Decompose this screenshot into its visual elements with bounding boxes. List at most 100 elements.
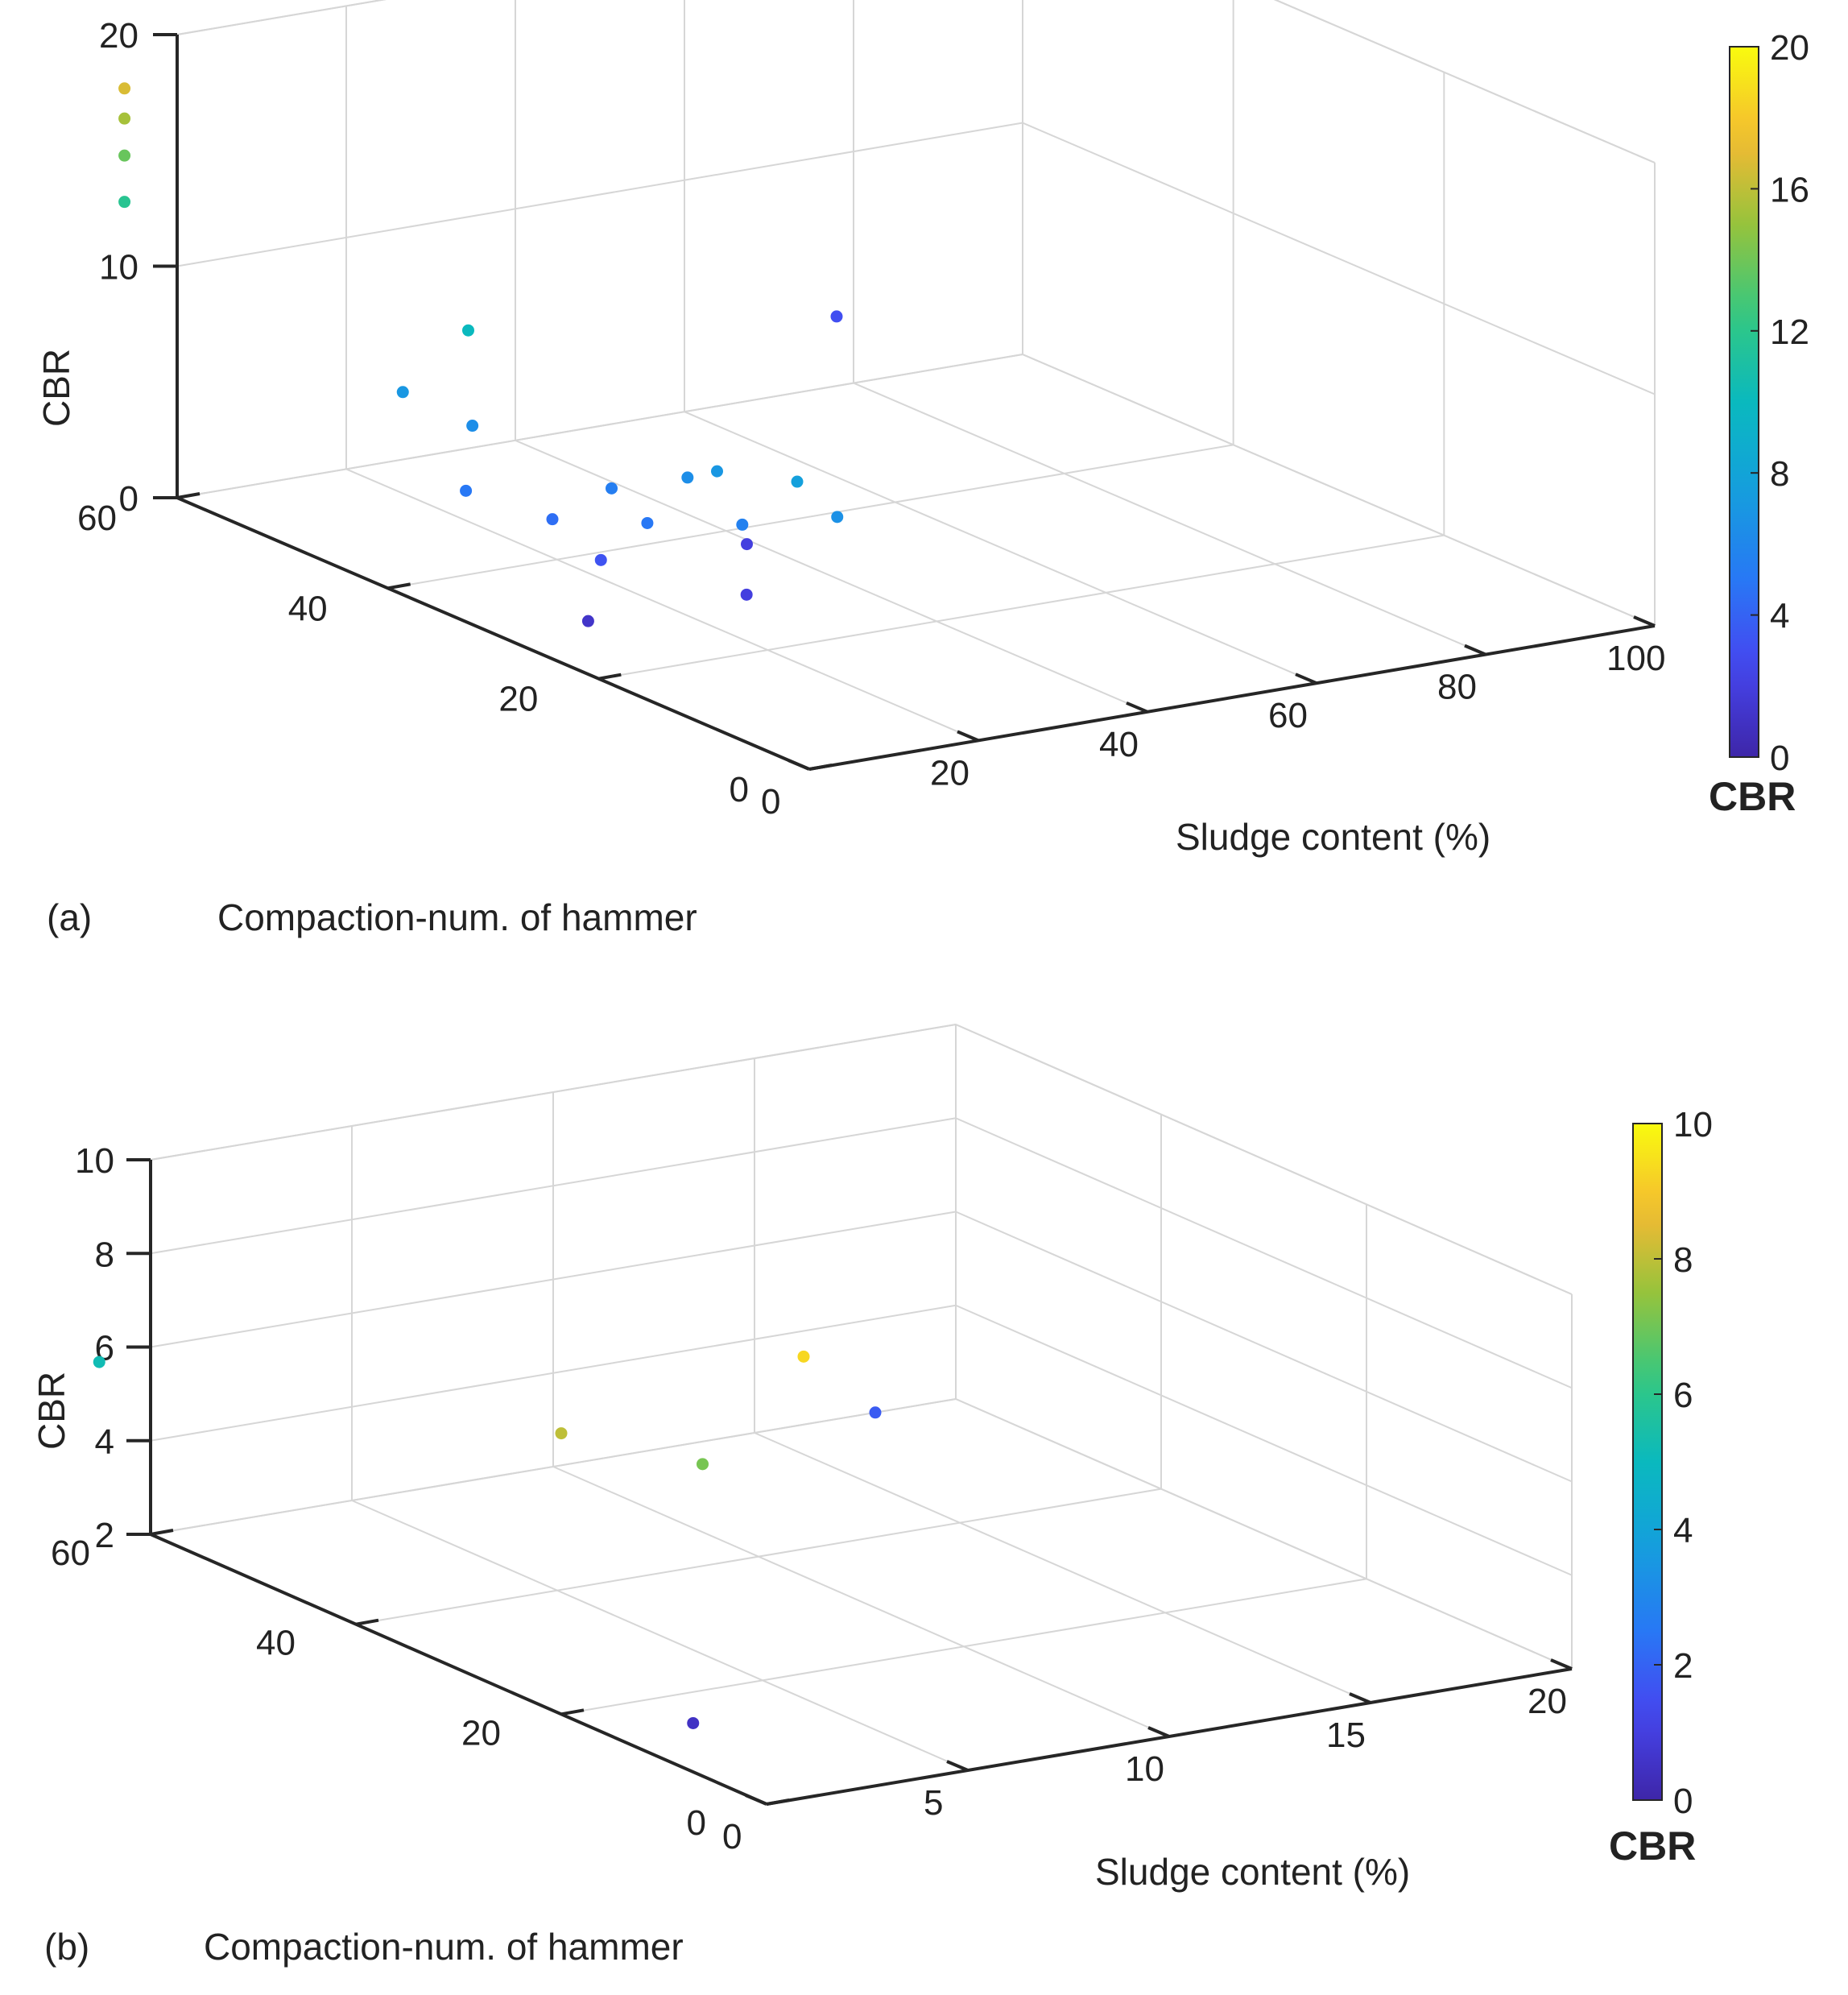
x-tick-mark xyxy=(946,1760,969,1772)
box-edge xyxy=(176,0,387,35)
colorbar-tick-label: 0 xyxy=(1673,1782,1693,1821)
y-tick-label: 40 xyxy=(256,1624,296,1663)
y-tick-label: 0 xyxy=(687,1803,706,1843)
box-edge xyxy=(1273,0,1656,163)
colorbar-gradient xyxy=(1729,46,1759,758)
panel-b-y-axis-label: Compaction-num. of hammer xyxy=(204,1926,684,1968)
floor-gridline-x xyxy=(345,468,979,742)
data-point xyxy=(118,196,131,209)
colorbar-tick-label: 6 xyxy=(1673,1376,1693,1415)
colorbar-gradient xyxy=(1632,1123,1663,1801)
y-tick-mark xyxy=(808,764,833,771)
panel-b-x-ticks: 0 5 10 15 20 xyxy=(722,1658,1573,1856)
x-tick-label: 80 xyxy=(1437,668,1477,707)
y-axis-line xyxy=(176,496,810,771)
z-tick-label: 4 xyxy=(95,1422,114,1462)
floor-gridline-y xyxy=(387,444,1234,590)
z-tick-label: 10 xyxy=(75,1141,114,1181)
z-tick-label: 8 xyxy=(95,1235,114,1274)
data-point xyxy=(606,482,618,495)
data-point xyxy=(460,484,473,497)
panel-a-panel-label: (a) xyxy=(47,896,92,938)
x-tick-label: 10 xyxy=(1125,1749,1164,1789)
floor-gridline-y xyxy=(355,1488,1162,1625)
floor-gridline-y xyxy=(560,1578,1367,1716)
floor-gridline-y xyxy=(598,534,1445,680)
data-point xyxy=(118,149,131,162)
panel-b-z-axis-label: CBR xyxy=(31,1372,72,1450)
colorbar-tick-label: 20 xyxy=(1770,28,1809,68)
panel-a-colorbar-label: CBR xyxy=(1709,774,1796,819)
data-point xyxy=(681,471,694,484)
x-tick-mark xyxy=(957,730,979,743)
colorbar-tick-label: 4 xyxy=(1673,1511,1693,1550)
data-point xyxy=(869,1406,882,1419)
floor-gridline-x xyxy=(853,382,1486,656)
sidewall-gridline-z xyxy=(1022,354,1656,627)
floor-gridline-x xyxy=(351,1500,969,1771)
data-point xyxy=(831,511,844,524)
data-point xyxy=(594,553,607,566)
colorbar-tick-label: 12 xyxy=(1770,312,1809,352)
backwall-gridline-z xyxy=(176,122,1023,267)
data-point xyxy=(118,82,131,95)
z-tick-label: 20 xyxy=(99,16,138,56)
backwall-gridline-z xyxy=(176,354,1023,499)
panel-a-y-ticks: 0 20 40 60 xyxy=(77,492,833,809)
x-tick-mark xyxy=(1147,1726,1170,1738)
panel-a-z-ticks: 0 10 20 xyxy=(99,16,177,519)
panel-a-colorbar: 0 4 8 12 16 20 xyxy=(1729,28,1809,778)
data-point xyxy=(711,465,723,478)
sidewall-gridline-z xyxy=(955,1117,1573,1389)
floor-gridline-x xyxy=(515,439,1148,713)
z-tick-label: 10 xyxy=(99,248,138,288)
x-tick-mark xyxy=(1349,1692,1371,1704)
data-point xyxy=(93,1356,105,1368)
x-tick-mark xyxy=(1633,615,1656,627)
panel-b-colorbar: 0 2 4 6 8 10 xyxy=(1632,1105,1713,1821)
x-tick-label: 20 xyxy=(1528,1682,1567,1721)
sidewall-gridline-z xyxy=(955,1304,1573,1576)
sidewall-gridline-z xyxy=(955,1398,1573,1670)
y-tick-mark xyxy=(176,492,201,499)
x-tick-mark xyxy=(788,759,810,771)
floor-gridline-x xyxy=(754,1432,1371,1703)
data-point xyxy=(546,513,559,526)
y-axis-line xyxy=(150,1533,767,1806)
panel-a-x-ticks: 0 20 40 60 80 100 xyxy=(761,615,1665,822)
panel-a-gridlines xyxy=(176,0,1656,770)
panel-a-z-axis-label: CBR xyxy=(35,349,77,427)
panel-b-points xyxy=(93,1350,882,1729)
y-tick-label: 60 xyxy=(51,1534,90,1573)
data-point xyxy=(118,112,131,125)
y-tick-mark xyxy=(597,673,622,681)
y-tick-mark xyxy=(355,1618,379,1626)
colorbar-tick-label: 16 xyxy=(1770,170,1809,209)
y-tick-mark xyxy=(560,1708,585,1716)
data-point xyxy=(555,1427,568,1440)
x-tick-mark xyxy=(1126,701,1148,714)
panel-b-y-ticks: 0 20 40 60 xyxy=(51,1529,790,1843)
box-edge xyxy=(955,1024,1573,1295)
y-tick-label: 60 xyxy=(77,499,117,538)
x-tick-label: 15 xyxy=(1326,1716,1366,1755)
floor-gridline-x xyxy=(552,1466,1170,1737)
sidewall-gridline-z xyxy=(1273,0,1656,163)
colorbar-tick-label: 8 xyxy=(1770,454,1789,494)
data-point xyxy=(797,1350,810,1363)
data-point xyxy=(687,1716,700,1729)
panel-a-axes xyxy=(176,35,1656,771)
colorbar-tick-label: 4 xyxy=(1770,597,1789,636)
backwall-gridline-z xyxy=(150,1117,957,1255)
data-point xyxy=(641,516,654,529)
data-point xyxy=(697,1458,709,1471)
colorbar-tick-label: 8 xyxy=(1673,1240,1693,1280)
floor-gridline-x xyxy=(684,411,1317,685)
x-axis-line xyxy=(808,624,1656,771)
backwall-gridline-z xyxy=(150,1211,957,1348)
backwall-gridline-z xyxy=(176,0,387,35)
data-point xyxy=(830,310,843,323)
